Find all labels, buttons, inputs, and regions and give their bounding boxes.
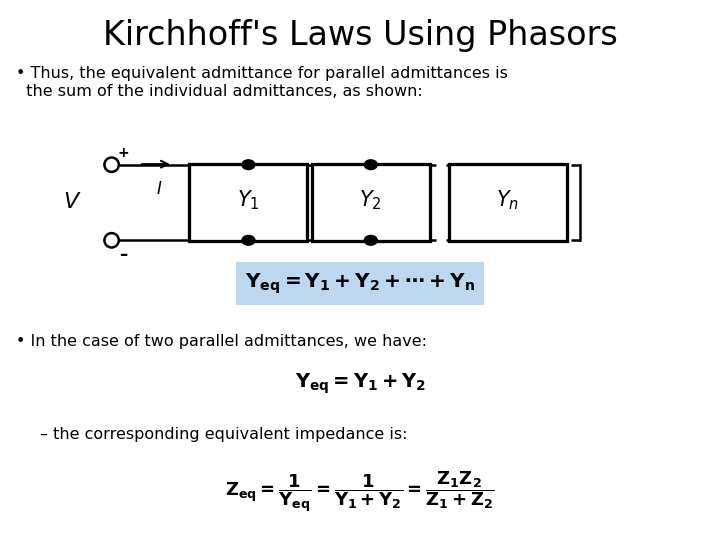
Text: Kirchhoff's Laws Using Phasors: Kirchhoff's Laws Using Phasors: [103, 19, 617, 52]
Circle shape: [242, 235, 255, 245]
Ellipse shape: [104, 233, 119, 247]
Text: –: –: [119, 246, 127, 265]
Text: • Thus, the equivalent admittance for parallel admittances is: • Thus, the equivalent admittance for pa…: [16, 66, 508, 81]
Circle shape: [364, 235, 377, 245]
Bar: [449, 164, 567, 241]
Text: $\mathbf{Y_{eq} = Y_1 + Y_2 + \cdots + Y_n}$: $\mathbf{Y_{eq} = Y_1 + Y_2 + \cdots + Y…: [245, 271, 475, 296]
Text: – the corresponding equivalent impedance is:: – the corresponding equivalent impedance…: [40, 427, 407, 442]
Text: the sum of the individual admittances, as shown:: the sum of the individual admittances, a…: [16, 84, 423, 99]
Bar: [312, 164, 430, 241]
Text: $I$: $I$: [156, 180, 163, 198]
Text: $Y_2$: $Y_2$: [359, 188, 382, 212]
Ellipse shape: [104, 158, 119, 172]
Text: $V$: $V$: [63, 192, 81, 213]
Circle shape: [364, 160, 377, 170]
Circle shape: [242, 160, 255, 170]
Text: • In the case of two parallel admittances, we have:: • In the case of two parallel admittance…: [16, 334, 427, 349]
Text: $Y_n$: $Y_n$: [496, 188, 519, 212]
Bar: [189, 164, 307, 241]
Text: +: +: [117, 146, 129, 160]
Text: $Y_1$: $Y_1$: [237, 188, 260, 212]
Text: $\mathbf{Z_{eq} = \dfrac{1}{Y_{eq}} = \dfrac{1}{Y_1 + Y_2} = \dfrac{Z_1 Z_2}{Z_1: $\mathbf{Z_{eq} = \dfrac{1}{Y_{eq}} = \d…: [225, 469, 495, 514]
Text: $\mathbf{Y_{eq} = Y_1 + Y_2}$: $\mathbf{Y_{eq} = Y_1 + Y_2}$: [294, 371, 426, 396]
